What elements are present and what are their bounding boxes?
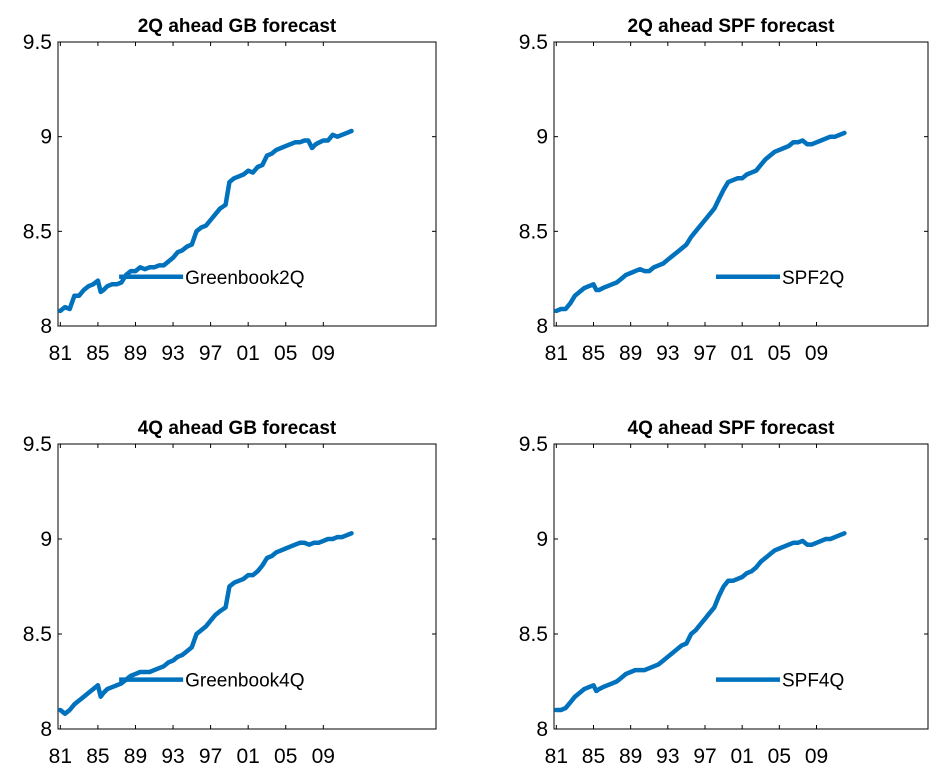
y-tick-label: 8 [536, 315, 548, 338]
x-tick-label: 97 [199, 745, 222, 768]
x-tick-label: 97 [693, 745, 716, 768]
x-tick-label: 89 [619, 342, 642, 365]
x-tick-label: 93 [161, 745, 184, 768]
legend-label: SPF2Q [782, 268, 844, 289]
y-tick-label: 9 [40, 126, 52, 149]
panel-title: 4Q ahead SPF forecast [628, 418, 836, 439]
axes-box [57, 41, 437, 327]
x-tick-label: 89 [124, 342, 147, 365]
x-tick-label: 97 [693, 342, 716, 365]
y-tick-label: 8 [536, 718, 548, 741]
x-tick-label: 81 [49, 745, 72, 768]
y-tick-label: 8.5 [23, 220, 52, 243]
y-tick-label: 8.5 [519, 623, 548, 646]
x-tick-label: 85 [86, 342, 109, 365]
series-line-Greenbook4Q [58, 531, 354, 717]
x-tick-label: 09 [312, 745, 335, 768]
x-tick-label: 93 [161, 342, 184, 365]
y-tick-label: 9.5 [23, 31, 52, 54]
y-tick-label: 8.5 [519, 220, 548, 243]
x-tick-label: 09 [805, 745, 828, 768]
subplot-2: 2Q ahead SPF forecast 8 8.5 9 9.5 81 85 89 93 97 0… [519, 16, 929, 365]
panel-title: 2Q ahead SPF forecast [628, 16, 836, 37]
x-tick-label: 05 [274, 745, 297, 768]
y-tick-label: 8 [40, 718, 52, 741]
x-tick-label: 93 [656, 342, 679, 365]
x-tick-label: 85 [86, 745, 109, 768]
y-tick-label: 8 [40, 315, 52, 338]
x-tick-label: 81 [545, 745, 568, 768]
y-tick-label: 9.5 [519, 31, 548, 54]
legend-label: Greenbook4Q [185, 671, 304, 692]
subplot-3: 4Q ahead GB forecast 8 8.5 9 9.5 81 85 89 93 97 01… [23, 418, 437, 768]
subplot-1: 2Q ahead GB forecast 8 8.5 9 9.5 81 85 89 93 97 01… [23, 16, 437, 365]
x-tick-label: 81 [545, 342, 568, 365]
x-tick-label: 89 [619, 745, 642, 768]
x-tick-label: 97 [199, 342, 222, 365]
x-tick-label: 05 [274, 342, 297, 365]
axes-box [553, 443, 929, 730]
x-tick-label: 05 [768, 745, 791, 768]
series-line-SPF2Q [554, 130, 847, 314]
x-tick-label: 85 [582, 745, 605, 768]
y-tick-label: 9 [536, 528, 548, 551]
x-tick-label: 93 [656, 745, 679, 768]
legend-label: Greenbook2Q [185, 268, 304, 289]
x-tick-label: 01 [236, 342, 259, 365]
x-tick-label: 89 [124, 745, 147, 768]
y-tick-label: 9 [536, 126, 548, 149]
panel-title: 2Q ahead GB forecast [138, 16, 337, 37]
x-tick-label: 09 [312, 342, 335, 365]
x-tick-label: 01 [236, 745, 259, 768]
x-tick-label: 81 [49, 342, 72, 365]
y-tick-label: 9 [40, 528, 52, 551]
y-tick-label: 8.5 [23, 623, 52, 646]
x-tick-label: 09 [805, 342, 828, 365]
panel-title: 4Q ahead GB forecast [138, 418, 337, 439]
x-tick-label: 01 [730, 342, 753, 365]
x-tick-label: 05 [768, 342, 791, 365]
x-tick-label: 01 [730, 745, 753, 768]
axes-box [553, 41, 929, 327]
legend-label: SPF4Q [782, 671, 844, 692]
y-tick-label: 9.5 [23, 433, 52, 456]
axes-box [57, 443, 437, 730]
subplot-4: 4Q ahead SPF forecast 8 8.5 9 9.5 81 85 89 93 97 0… [519, 418, 929, 768]
series-line-SPF4Q [554, 531, 847, 713]
series-line-Greenbook2Q [58, 128, 354, 314]
x-tick-label: 85 [582, 342, 605, 365]
y-tick-label: 9.5 [519, 433, 548, 456]
